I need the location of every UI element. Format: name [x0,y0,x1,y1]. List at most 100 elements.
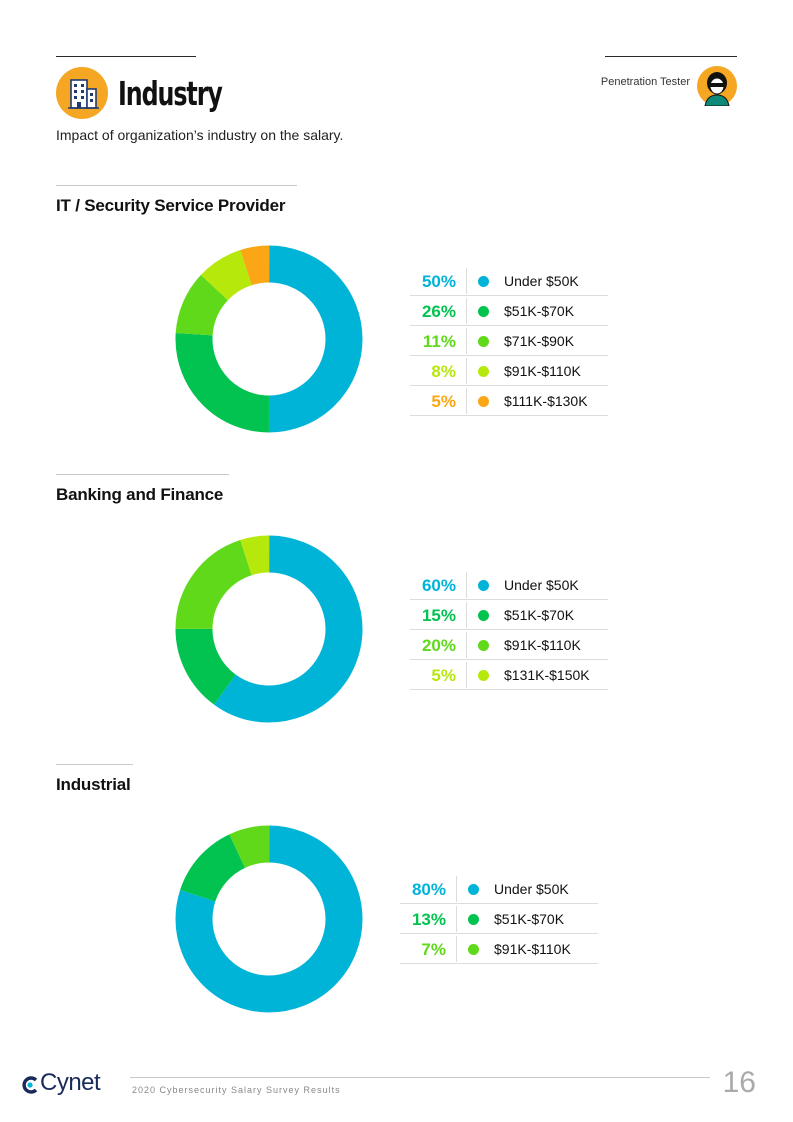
legend-separator [466,632,467,658]
donut-slice-91k-110k [175,825,363,1013]
legend-dot-icon [478,610,489,621]
legend-value: 11% [422,332,456,351]
donut-chart-it [175,245,363,433]
legend-row: 50% Under $50K [410,266,608,296]
legend-label: $51K-$70K [504,607,575,623]
legend-label: $91K-$110K [504,637,581,653]
legend-divider [400,903,598,904]
legend-dot-icon [468,884,479,895]
legend-dot-icon [478,580,489,591]
header-rule-left [56,56,196,57]
legend-dot-icon [478,336,489,347]
section-title-industrial: Industrial [56,775,131,794]
legend-value: 60% [421,576,456,595]
legend-dot-icon [478,306,489,317]
legend-divider [410,599,608,600]
legend-row: 60% Under $50K [410,570,608,600]
legend-divider [410,415,608,416]
legend-separator [466,328,467,354]
legend-separator [456,936,457,962]
legend-row: 80% Under $50K [400,874,598,904]
legend-label: $131K-$150K [504,667,590,683]
legend-row: 8% $91K-$110K [410,356,608,386]
legend-row: 13% $51K-$70K [400,904,598,934]
section-rule-banking [56,474,229,475]
brand-logo-text: Cynet [40,1069,101,1096]
legend-row: 15% $51K-$70K [410,600,608,630]
donut-chart-banking [175,535,363,723]
legend-separator [456,876,457,902]
legend-dot-icon [478,670,489,681]
legend-divider [410,385,608,386]
legend-row: 7% $91K-$110K [400,934,598,964]
legend-separator [466,268,467,294]
legend-divider [400,933,598,934]
legend-label: $71K-$90K [504,333,575,349]
legend-dot-icon [478,276,489,287]
legend-divider [410,325,608,326]
legend-divider [400,963,598,964]
legend-divider [410,629,608,630]
legend-divider [410,295,608,296]
legend-dot-icon [478,366,489,377]
legend-row: 20% $91K-$110K [410,630,608,660]
donut-slice-under-50k [175,825,363,1013]
legend-value: 15% [421,606,456,625]
donut-slice-under-50k [175,245,363,433]
legend-value: 20% [421,636,456,655]
legend-value: 7% [421,940,446,959]
legend-label: $51K-$70K [494,911,565,927]
legend-divider [410,355,608,356]
legend-label: $51K-$70K [504,303,575,319]
page-number: 16 [722,1066,756,1099]
building-icon [56,67,108,119]
page-subtitle: Impact of organization’s industry on the… [56,127,344,143]
legend-row: 11% $71K-$90K [410,326,608,356]
legend-label: Under $50K [504,577,579,593]
section-rule-it [56,185,297,186]
header-rule-right [605,56,737,57]
legend-row: 5% $111K-$130K [410,386,608,416]
donut-slice-51k-70k [175,535,363,723]
donut-slice-51k-70k [175,245,363,433]
page-title: Industry [118,74,223,113]
legend-value: 5% [431,666,456,685]
donut-slice-under-50k [175,535,363,723]
legend-separator [466,298,467,324]
legend-dot-icon [478,640,489,651]
donut-slice-111k-130k [175,245,363,433]
legend-separator [466,388,467,414]
legend-label: $91K-$110K [494,941,571,957]
legend-row: 5% $131K-$150K [410,660,608,690]
footer-rule [130,1077,710,1078]
section-rule-industrial [56,764,133,765]
donut-slice-131k-150k [175,535,363,723]
legend-value: 13% [411,910,446,929]
legend-separator [466,602,467,628]
legend-separator [456,906,457,932]
section-title-banking: Banking and Finance [56,485,224,504]
role-label: Penetration Tester [600,76,690,88]
legend-separator [466,662,467,688]
avatar [697,66,737,107]
legend-label: $91K-$110K [504,363,581,379]
legend-dot-icon [478,396,489,407]
legend-value: 5% [431,392,456,411]
legend-value: 80% [411,880,446,899]
legend-label: Under $50K [494,881,569,897]
legend-divider [410,659,608,660]
legend-separator [466,572,467,598]
legend-dot-icon [468,914,479,925]
legend-row: 26% $51K-$70K [410,296,608,326]
legend-dot-icon [468,944,479,955]
legend-value: 50% [421,272,456,291]
legend-separator [466,358,467,384]
section-title-it: IT / Security Service Provider [56,196,286,215]
legend-label: $111K-$130K [504,393,588,409]
legend-value: 26% [421,302,456,321]
cynet-logo-icon [22,1076,40,1094]
donut-chart-industrial [175,825,363,1013]
legend-divider [410,689,608,690]
legend-value: 8% [431,362,456,381]
footer-report-title: 2020 Cybersecurity Salary Survey Results [132,1085,341,1095]
